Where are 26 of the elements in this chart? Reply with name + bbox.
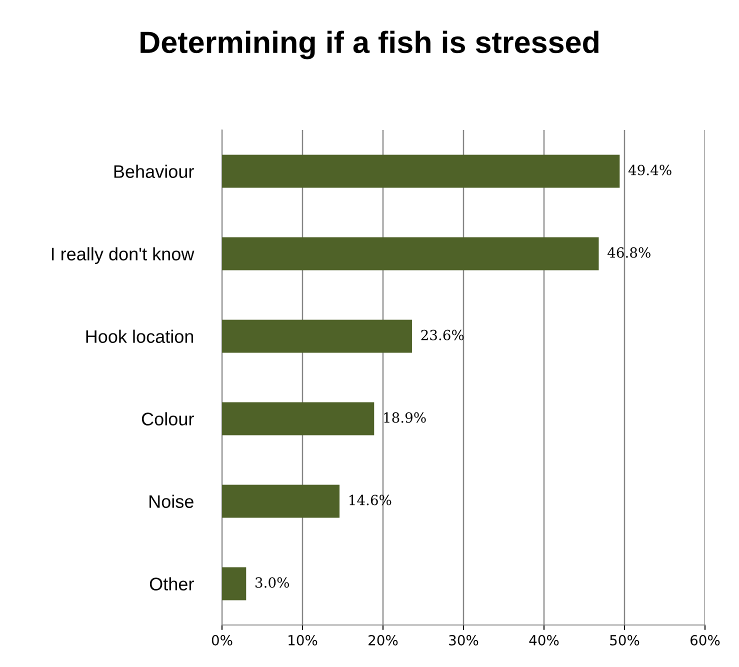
- data-label: 14.6%: [350, 494, 392, 506]
- data-label: 23.6%: [421, 330, 464, 340]
- x-tick-label: 0%: [212, 634, 232, 646]
- data-label: 18.9%: [384, 412, 426, 423]
- y-tick-label: Other: [150, 577, 194, 590]
- x-tick-label: 30%: [449, 634, 478, 646]
- x-tick-label: 60%: [690, 634, 720, 646]
- bar: [222, 154, 620, 188]
- x-tick-label: 40%: [529, 634, 559, 646]
- bar: [222, 402, 374, 436]
- data-label: 3.0%: [256, 577, 289, 588]
- bar: [222, 237, 599, 270]
- data-label: 49.4%: [628, 164, 672, 176]
- bar: [222, 320, 412, 353]
- x-tick-label: 10%: [288, 634, 318, 646]
- bar: [222, 484, 340, 518]
- y-tick-label: Noise: [150, 494, 194, 508]
- y-tick-label: Colour: [142, 412, 194, 426]
- y-tick-label: Hook location: [86, 330, 194, 343]
- x-tick-label: 20%: [368, 634, 398, 646]
- chart-title: Determining if a fish is stressed: [140, 30, 598, 60]
- x-tick-label: 50%: [610, 634, 640, 646]
- bar: [222, 567, 246, 600]
- y-tick-label: Behaviour: [114, 164, 194, 178]
- y-tick-label: I really don't know: [52, 247, 194, 264]
- data-label: 46.8%: [608, 247, 650, 258]
